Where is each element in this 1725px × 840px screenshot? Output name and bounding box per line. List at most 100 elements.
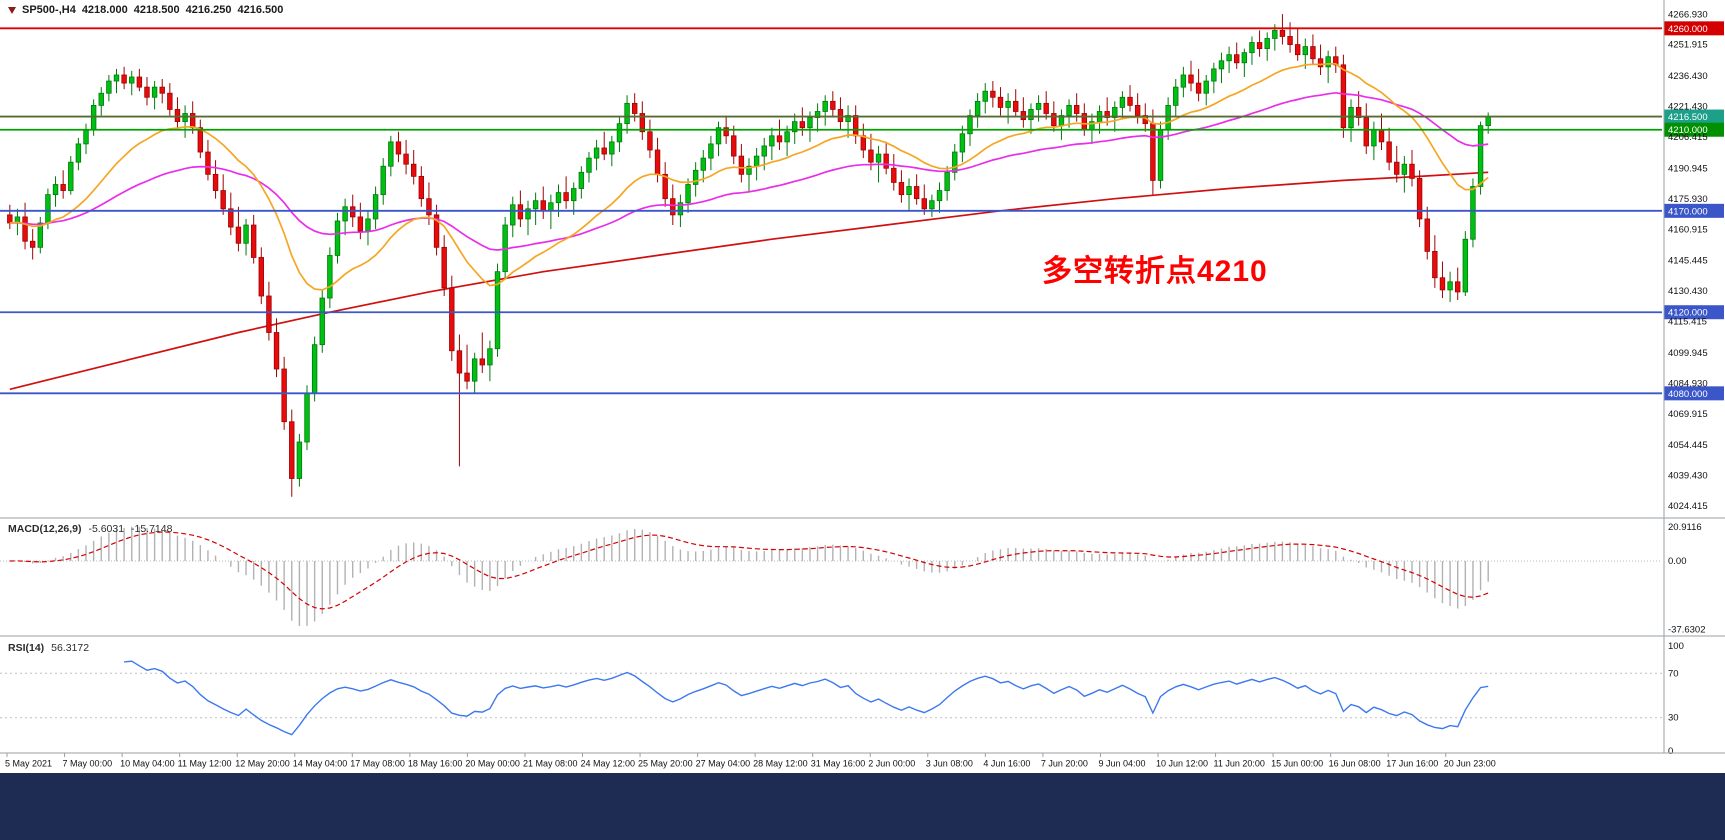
candle [395,141,402,155]
svg-text:0.00: 0.00 [1668,556,1687,567]
rsi-panel[interactable] [0,660,1662,736]
candle [868,149,874,163]
candle [1173,86,1179,106]
svg-text:4080.000: 4080.000 [1668,389,1708,400]
candle [1348,107,1354,129]
candle [418,175,425,200]
candle [601,147,607,155]
rsi-value: 56.3172 [51,642,90,654]
candle [494,271,501,350]
candle [548,202,554,212]
svg-text:4206.415: 4206.415 [1668,132,1708,143]
candle [7,214,13,224]
candle [1028,109,1034,120]
candle [1363,117,1369,147]
candle [571,188,577,202]
candle [1409,163,1415,179]
candle [83,129,89,145]
price-badge-4216.500 [1664,109,1724,124]
candle [410,163,417,177]
candle [182,113,188,123]
candle [738,155,745,175]
svg-text:14 May 04:00: 14 May 04:00 [293,759,348,769]
candle [776,135,783,143]
svg-text:20 Jun 23:00: 20 Jun 23:00 [1444,759,1496,769]
candle [174,109,181,123]
candle [327,255,333,299]
candle [456,350,463,374]
candle [913,186,920,200]
candle [799,121,806,129]
candle [1073,104,1080,114]
candle [372,194,379,220]
candle [151,86,158,98]
rsi-indicator-label: RSI(14) 56.3172 [8,642,89,654]
candle [654,149,661,175]
candle [1020,111,1027,120]
candle [822,100,828,112]
candle [52,184,59,196]
macd-value-signal: -15.7148 [131,523,173,535]
price-badge-4260.000 [1664,21,1724,36]
candle [540,200,546,212]
candle [906,186,912,196]
candle [471,358,478,382]
price-chart-canvas[interactable]: 4260.000 4216.500 4210.000 4170.000 4120.000… [0,0,1725,773]
svg-text:4251.915: 4251.915 [1668,40,1708,51]
candle [129,76,135,84]
candle [1394,161,1400,175]
candle [1195,82,1202,94]
svg-text:-37.6302: -37.6302 [1668,625,1706,636]
candle [319,297,325,346]
candle [982,90,988,102]
candle [433,214,440,248]
svg-text:11 May 12:00: 11 May 12:00 [178,759,232,769]
candle [769,135,775,147]
candle [159,86,165,94]
candle [708,143,714,159]
candle [1112,107,1118,118]
candle [1455,281,1461,293]
svg-text:24 May 12:00: 24 May 12:00 [581,759,636,769]
candle [258,257,264,297]
svg-text:4130.430: 4130.430 [1668,286,1708,297]
candle [334,220,341,256]
candle [898,182,905,196]
main-price-panel[interactable] [0,14,1662,497]
candle [525,208,531,220]
candle [1150,123,1156,181]
candle [715,127,722,145]
candle [807,117,813,129]
bottom-bar [0,773,1725,840]
candle [731,135,737,157]
candle [250,224,257,258]
svg-text:18 May 16:00: 18 May 16:00 [408,759,463,769]
candle [1317,58,1324,68]
candle [1249,42,1255,54]
candle [441,246,447,289]
candle [1127,96,1133,106]
macd-panel[interactable] [0,526,1662,626]
candle [487,348,493,366]
macd-indicator-label: MACD(12,26,9) -5.6031 -15.7148 [8,523,172,535]
svg-text:4170.000: 4170.000 [1668,206,1708,217]
candle [1470,186,1476,240]
macd-value-main: -5.6031 [88,523,125,535]
time-axis[interactable]: 5 May 2021 7 May 00:00 10 May 04:00 11 May … [5,753,1496,769]
svg-text:4216.500: 4216.500 [1668,112,1708,123]
svg-text:4 Jun 16:00: 4 Jun 16:00 [983,759,1030,769]
price-badge-4120.000 [1664,305,1724,320]
candle [997,96,1004,108]
candle [921,198,927,210]
bar-high: 4218.500 [133,4,180,16]
candle [670,198,676,216]
candle [197,127,204,153]
candle [304,392,310,443]
candle [1424,218,1430,252]
candle [1218,60,1225,70]
ma-fast-line [9,62,1489,291]
svg-text:4145.445: 4145.445 [1668,256,1708,267]
candle [952,151,958,173]
candle [403,153,409,165]
price-axis[interactable]: 4260.000 4216.500 4210.000 4170.000 4120.000… [1664,9,1724,757]
